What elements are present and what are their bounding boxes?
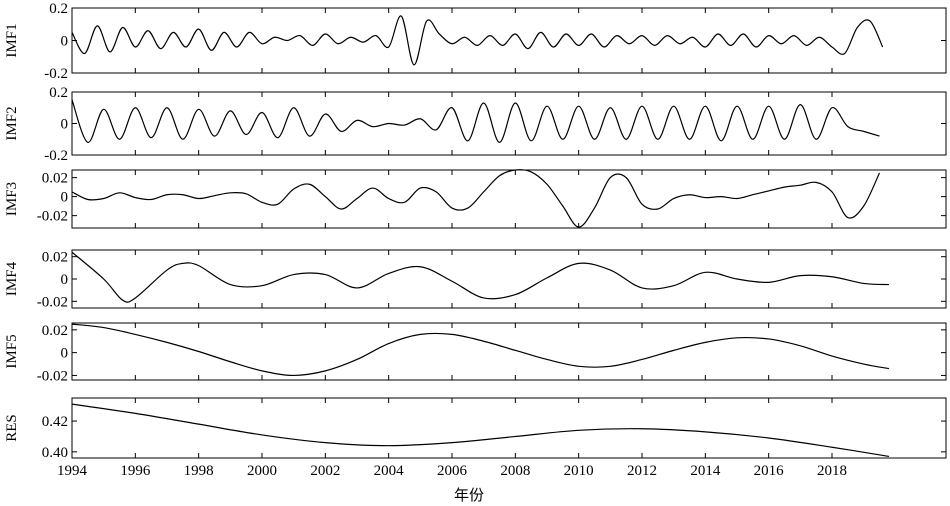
- y-tick-label: 0: [61, 117, 69, 133]
- y-axis-label: RES: [4, 414, 20, 442]
- y-tick-label: 0.02: [42, 250, 68, 266]
- plot-frame: [71, 7, 947, 74]
- data-line: [71, 403, 890, 458]
- y-axis-label: IMF1: [4, 23, 20, 57]
- x-tick-label: 2010: [564, 463, 594, 479]
- x-tick-label: 2002: [310, 463, 340, 479]
- y-axis-label: IMF2: [4, 106, 20, 140]
- y-tick-label: -0.02: [37, 368, 68, 384]
- y-tick-label: 0.2: [49, 85, 68, 101]
- y-axis-label: IMF3: [4, 182, 20, 216]
- x-tick-label: 2004: [374, 463, 405, 479]
- y-tick-label: 0: [61, 272, 69, 288]
- y-tick-label: 0.42: [42, 414, 68, 430]
- x-tick-label: 1998: [184, 463, 214, 479]
- y-tick-label: -0.2: [44, 148, 68, 164]
- y-tick-label: 0: [61, 190, 69, 206]
- y-tick-label: -0.02: [37, 209, 68, 225]
- y-tick-label: 0: [61, 34, 69, 50]
- x-tick-label: 2012: [627, 463, 657, 479]
- plot-frame: [71, 249, 947, 309]
- x-tick-label: 2016: [754, 463, 785, 479]
- y-tick-label: 0.40: [42, 445, 68, 461]
- x-tick-label: 2008: [500, 463, 530, 479]
- y-tick-label: 0: [61, 346, 69, 362]
- y-tick-label: 0.2: [49, 1, 68, 17]
- x-tick-label: 2018: [817, 463, 847, 479]
- x-tick-label: 1996: [120, 463, 151, 479]
- x-tick-label: 2014: [690, 463, 721, 479]
- data-line: [71, 15, 884, 66]
- y-tick-label: -0.02: [37, 294, 68, 310]
- plot-frame: [71, 91, 947, 156]
- data-line: [71, 99, 880, 144]
- data-line: [71, 323, 890, 377]
- y-tick-label: -0.2: [44, 66, 68, 82]
- x-tick-label: 1994: [57, 463, 88, 479]
- data-line: [71, 251, 890, 303]
- plot-frame: [71, 397, 947, 459]
- plot-frame: [71, 169, 947, 229]
- y-axis-label: IMF4: [4, 261, 20, 296]
- y-axis-label: IMF5: [4, 334, 20, 368]
- data-line: [71, 169, 881, 228]
- x-tick-label: 2000: [247, 463, 277, 479]
- x-tick-label: 2006: [437, 463, 468, 479]
- y-tick-label: 0.02: [42, 323, 68, 339]
- plot-frame: [71, 322, 947, 381]
- x-axis-label: 年份: [454, 487, 484, 504]
- y-tick-label: 0.02: [42, 171, 68, 187]
